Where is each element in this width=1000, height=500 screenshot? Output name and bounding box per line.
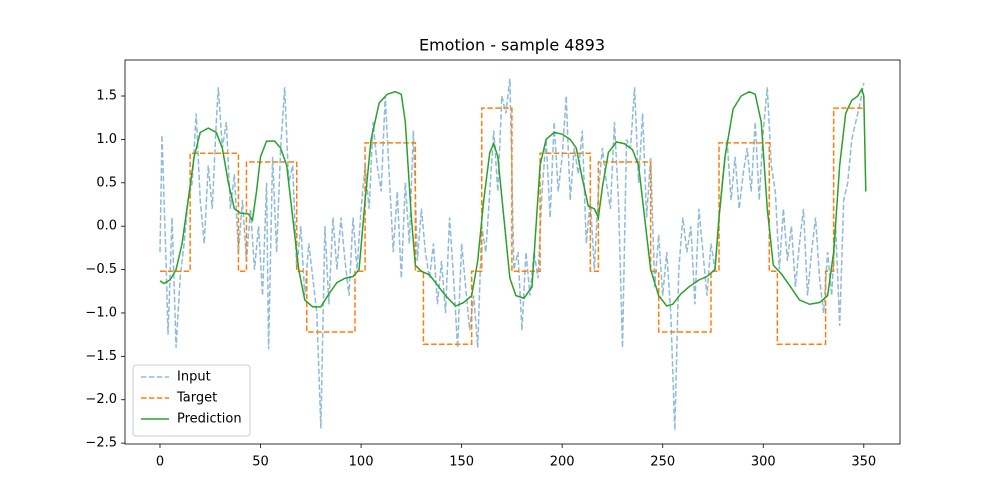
legend-label: Prediction bbox=[177, 412, 242, 427]
legend: Input Target Prediction bbox=[132, 364, 251, 437]
y-tick-label: 1.0 bbox=[96, 132, 117, 147]
x-tick-label: 300 bbox=[751, 455, 776, 470]
y-tick-label: −2.5 bbox=[85, 436, 117, 451]
x-tick-label: 200 bbox=[550, 455, 575, 470]
x-tick-label: 150 bbox=[449, 455, 474, 470]
legend-label: Target bbox=[176, 391, 217, 406]
y-tick-label: −0.5 bbox=[85, 262, 117, 277]
y-tick-label: 1.5 bbox=[96, 89, 117, 104]
series-line bbox=[159, 78, 865, 431]
y-tick-label: 0.0 bbox=[96, 219, 117, 234]
series-line bbox=[159, 87, 867, 308]
x-tick-label: 50 bbox=[252, 455, 269, 470]
y-tick-label: −2.0 bbox=[85, 392, 117, 407]
y-tick-label: 0.5 bbox=[96, 175, 117, 190]
plot-frame bbox=[124, 59, 901, 445]
x-tick-label: 250 bbox=[650, 455, 675, 470]
y-tick-label: −1.5 bbox=[85, 349, 117, 364]
x-tick-label: 350 bbox=[851, 455, 876, 470]
legend-label: Input bbox=[177, 370, 211, 385]
y-tick-label: −1.0 bbox=[85, 305, 117, 320]
x-tick-label: 0 bbox=[156, 455, 164, 470]
x-tick-label: 100 bbox=[349, 455, 374, 470]
chart-title: Emotion - sample 4893 bbox=[419, 36, 605, 55]
